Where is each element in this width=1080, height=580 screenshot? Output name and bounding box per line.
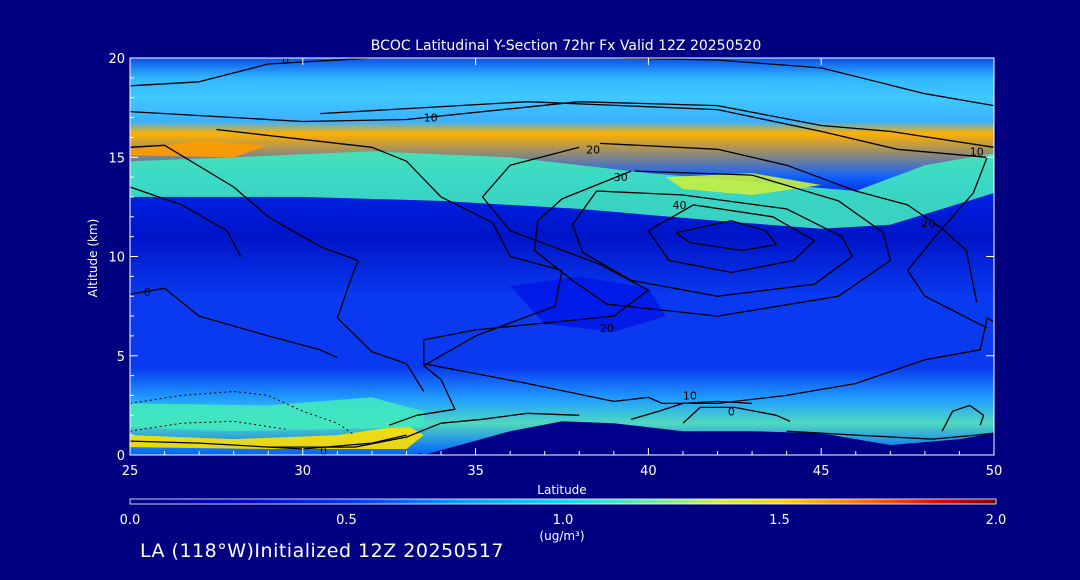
x-tick-label-5: 50 <box>986 464 1003 479</box>
contour-line-1 <box>130 101 994 148</box>
contour-line-15 <box>786 430 994 440</box>
x-tick-label-4: 45 <box>813 464 830 479</box>
x-tick-label-1: 30 <box>295 464 312 479</box>
contour-line-14 <box>630 400 753 420</box>
footer-text: LA (118°W)Initialized 12Z 20250517 <box>140 540 504 562</box>
contour-label-7: 20 <box>600 322 614 335</box>
fill-layer-5 <box>130 397 424 432</box>
colorbar-tick-label-1: 0.5 <box>336 513 357 528</box>
contour-label-4: 40 <box>673 199 687 212</box>
terrain-mask <box>423 421 994 455</box>
plot-background <box>130 58 994 455</box>
contour-line-3 <box>423 146 994 405</box>
colorbar-unit: (ug/m³) <box>539 529 584 543</box>
dotted-contour-1 <box>130 420 286 432</box>
contour-line-17 <box>268 412 580 448</box>
colorbar-tick-label-0: 0.0 <box>120 513 141 528</box>
contour-label-5: 10 <box>970 145 984 158</box>
x-tick-label-3: 40 <box>640 464 657 479</box>
contour-label-2: 20 <box>586 143 600 156</box>
colorbar-tick-label-2: 1.0 <box>553 513 574 528</box>
contour-line-13 <box>682 406 791 424</box>
y-tick-label-2: 10 <box>108 251 125 266</box>
fill-layer-0 <box>130 151 994 229</box>
y-tick-label-4: 20 <box>108 52 125 67</box>
x-tick-label-0: 25 <box>122 464 139 479</box>
y-tick-label-0: 0 <box>117 449 125 464</box>
contour-line-11 <box>130 287 338 359</box>
contour-line-4 <box>599 142 978 303</box>
contour-labels: 0 10 20 30 40 10 20 20 10 0 0 0 0 <box>144 54 984 464</box>
contour-line-2 <box>216 128 563 426</box>
x-tick-label-2: 35 <box>467 464 484 479</box>
contour-line-0 <box>130 58 994 107</box>
colorbar <box>129 498 997 505</box>
y-tick-label-1: 5 <box>117 350 125 365</box>
contour-line-10 <box>130 186 242 257</box>
colorbar-ticks: 0.0 0.5 1.0 1.5 2.0 <box>120 513 1007 528</box>
fill-layer-2 <box>665 173 822 195</box>
contour-label-9: 0 <box>728 405 735 418</box>
contour-label-1: 10 <box>424 112 438 125</box>
colorbar-tick-label-3: 1.5 <box>769 513 790 528</box>
contour-label-12: 0 <box>144 286 151 299</box>
chart-title: BCOC Latitudinal Y-Section 72hr Fx Valid… <box>371 38 761 54</box>
contour-label-0: 0 <box>282 54 289 67</box>
x-axis: 25 30 35 40 45 50 <box>122 58 1003 479</box>
contour-line-16 <box>941 404 985 432</box>
contour-label-6: 20 <box>921 217 935 230</box>
contour-lines <box>130 58 994 450</box>
contour-label-8: 10 <box>683 389 697 402</box>
contour-line-5 <box>533 170 891 317</box>
contour-line-7 <box>647 204 815 274</box>
contour-label-10: 0 <box>320 445 327 458</box>
colorbar-tick-label-4: 2.0 <box>986 513 1007 528</box>
x-axis-label: Latitude <box>537 483 586 497</box>
contour-label-11: 0 <box>417 451 424 464</box>
contour-label-3: 30 <box>614 171 628 184</box>
fill-layer-3 <box>510 276 666 332</box>
y-axis: 0 5 10 15 20 <box>108 52 994 464</box>
contour-line-8 <box>675 220 777 252</box>
contour-line-6 <box>571 190 853 297</box>
y-axis-label: Altitude (km) <box>86 219 100 298</box>
y-tick-label-3: 15 <box>108 151 125 166</box>
contour-line-9 <box>130 144 425 392</box>
